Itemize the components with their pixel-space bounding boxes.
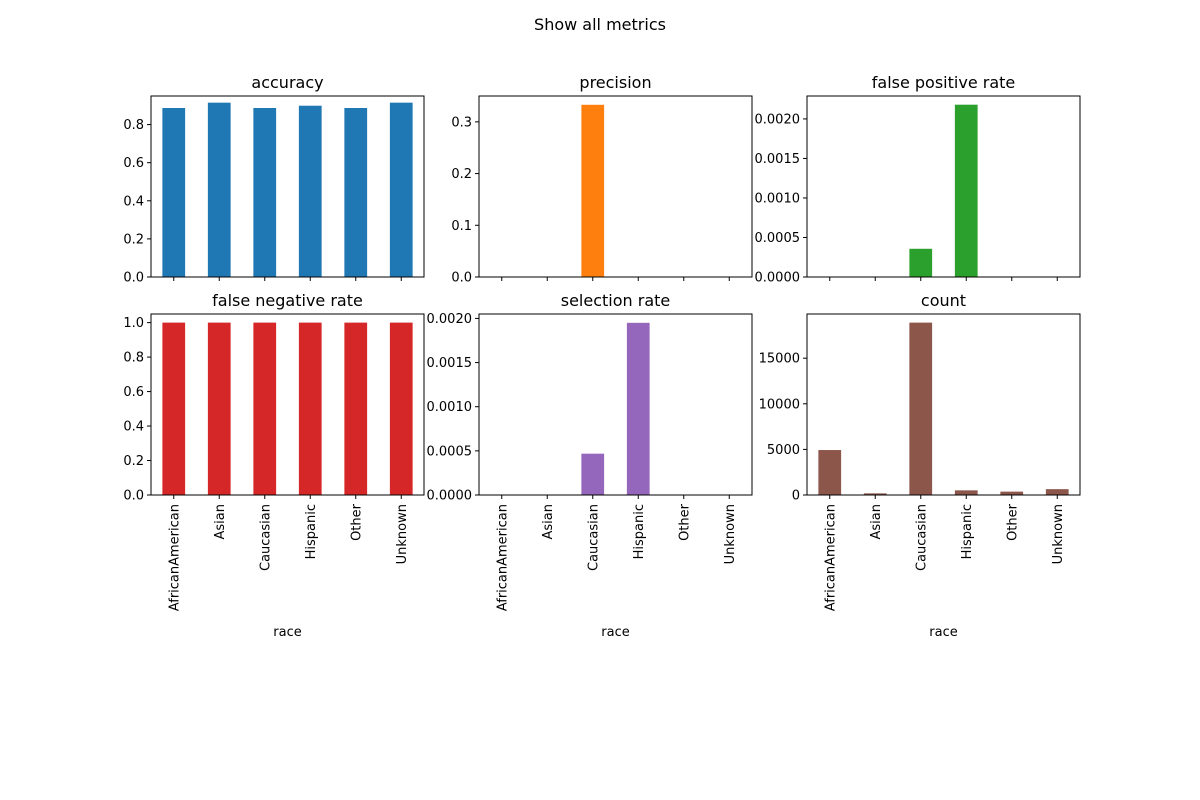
y-tick-label: 0.0 bbox=[123, 489, 144, 504]
x-tick-label: Asian bbox=[213, 504, 228, 539]
bar-hispanic bbox=[626, 322, 650, 495]
y-tick-label: 15000 bbox=[759, 352, 800, 367]
bar-asian bbox=[207, 102, 231, 277]
axes-frame bbox=[478, 95, 753, 278]
axes-frame bbox=[806, 95, 1081, 278]
x-tick-label: Caucasian bbox=[258, 504, 273, 571]
bar-other bbox=[344, 108, 368, 277]
x-tick-label: Unknown bbox=[395, 504, 410, 564]
bar-hispanic bbox=[298, 105, 322, 277]
panel-title: false negative rate bbox=[212, 291, 363, 310]
bar-unknown bbox=[1045, 489, 1069, 495]
chart-panel-3: false negative rate 0.0 0.2 0.4 0.6 0.8 1.0 Afr… bbox=[123, 291, 425, 640]
axes-frame bbox=[150, 313, 425, 496]
y-tick-label: 5000 bbox=[767, 443, 800, 458]
x-tick-label: AfricanAmerican bbox=[823, 504, 838, 611]
y-tick-label: 0.8 bbox=[123, 118, 144, 133]
y-tick-label: 0.2 bbox=[123, 232, 144, 247]
bar-unknown bbox=[389, 102, 413, 277]
y-tick-label: 0.6 bbox=[123, 385, 144, 400]
bar-asian bbox=[207, 322, 231, 495]
bar-other bbox=[344, 322, 368, 495]
y-tick-label: 0.0000 bbox=[755, 271, 801, 286]
chart-panels: accuracy 0.0 0.2 0.4 0.6 0.8 precision 0.0 0.1 0.… bbox=[123, 73, 1081, 640]
x-tick-label: Other bbox=[677, 503, 692, 541]
y-tick-label: 0.0005 bbox=[755, 231, 801, 246]
bar-caucasian bbox=[909, 322, 933, 495]
bar-caucasian bbox=[253, 322, 277, 495]
bar-other bbox=[1000, 491, 1024, 495]
x-tick-label: Other bbox=[349, 503, 364, 541]
y-tick-label: 0.1 bbox=[451, 219, 472, 234]
y-tick-label: 0.0020 bbox=[755, 112, 801, 127]
bar-africanamerican bbox=[162, 322, 186, 495]
bar-caucasian bbox=[581, 104, 605, 277]
y-tick-label: 1.0 bbox=[123, 316, 144, 331]
x-axis-label: race bbox=[929, 625, 957, 640]
x-tick-label: AfricanAmerican bbox=[167, 504, 182, 611]
y-tick-label: 0.0015 bbox=[427, 356, 473, 371]
x-tick-label: Unknown bbox=[723, 504, 738, 564]
x-tick-label: Hispanic bbox=[304, 504, 319, 559]
bar-africanamerican bbox=[818, 450, 842, 495]
y-tick-label: 0.0005 bbox=[427, 444, 473, 459]
y-tick-label: 0.8 bbox=[123, 351, 144, 366]
x-tick-label: Other bbox=[1005, 503, 1020, 541]
bar-asian bbox=[863, 493, 887, 495]
bar-caucasian bbox=[581, 453, 605, 495]
x-tick-label: Caucasian bbox=[586, 504, 601, 571]
y-tick-label: 0.0015 bbox=[755, 152, 801, 167]
chart-panel-2: false positive rate 0.0000 0.0005 0.0010 0.0… bbox=[755, 73, 1081, 286]
x-axis-label: race bbox=[601, 625, 629, 640]
y-tick-label: 0.0010 bbox=[427, 400, 473, 415]
y-tick-label: 0.2 bbox=[451, 167, 472, 182]
y-tick-label: 0.6 bbox=[123, 156, 144, 171]
chart-panel-4: selection rate 0.0000 0.0005 0.0010 0.0015 0.… bbox=[427, 291, 753, 640]
axes-frame bbox=[150, 95, 425, 278]
panel-title: count bbox=[921, 291, 966, 310]
y-tick-label: 0.0020 bbox=[427, 312, 473, 327]
y-tick-label: 0.4 bbox=[123, 194, 144, 209]
y-tick-label: 0.4 bbox=[123, 420, 144, 435]
chart-panel-0: accuracy 0.0 0.2 0.4 0.6 0.8 bbox=[123, 73, 425, 286]
panel-title: false positive rate bbox=[872, 73, 1016, 92]
x-tick-label: Hispanic bbox=[960, 504, 975, 559]
y-tick-label: 0.0000 bbox=[427, 489, 473, 504]
figure-suptitle: Show all metrics bbox=[534, 15, 666, 34]
x-tick-label: AfricanAmerican bbox=[495, 504, 510, 611]
bar-unknown bbox=[389, 322, 413, 495]
chart-panel-5: count 0 5000 10000 15000 AfricanAmerican Asian… bbox=[759, 291, 1081, 640]
bar-hispanic bbox=[954, 104, 978, 277]
y-tick-label: 10000 bbox=[759, 397, 800, 412]
bar-hispanic bbox=[954, 490, 978, 495]
panel-title: precision bbox=[579, 73, 651, 92]
axes-frame bbox=[478, 313, 753, 496]
y-tick-label: 0.0010 bbox=[755, 191, 801, 206]
bar-caucasian bbox=[253, 108, 277, 277]
x-tick-label: Hispanic bbox=[632, 504, 647, 559]
panel-title: selection rate bbox=[561, 291, 671, 310]
y-tick-label: 0.2 bbox=[123, 454, 144, 469]
bar-caucasian bbox=[909, 248, 933, 277]
bar-hispanic bbox=[298, 322, 322, 495]
y-tick-label: 0.0 bbox=[451, 271, 472, 286]
x-tick-label: Asian bbox=[541, 504, 556, 539]
chart-panel-1: precision 0.0 0.1 0.2 0.3 bbox=[451, 73, 753, 286]
axes-frame bbox=[806, 313, 1081, 496]
y-tick-label: 0.3 bbox=[451, 115, 472, 130]
panel-title: accuracy bbox=[251, 73, 323, 92]
y-tick-label: 0.0 bbox=[123, 271, 144, 286]
x-axis-label: race bbox=[273, 625, 301, 640]
x-tick-label: Caucasian bbox=[914, 504, 929, 571]
bar-africanamerican bbox=[162, 108, 186, 277]
x-tick-label: Unknown bbox=[1051, 504, 1066, 564]
y-tick-label: 0 bbox=[792, 489, 800, 504]
x-tick-label: Asian bbox=[869, 504, 884, 539]
